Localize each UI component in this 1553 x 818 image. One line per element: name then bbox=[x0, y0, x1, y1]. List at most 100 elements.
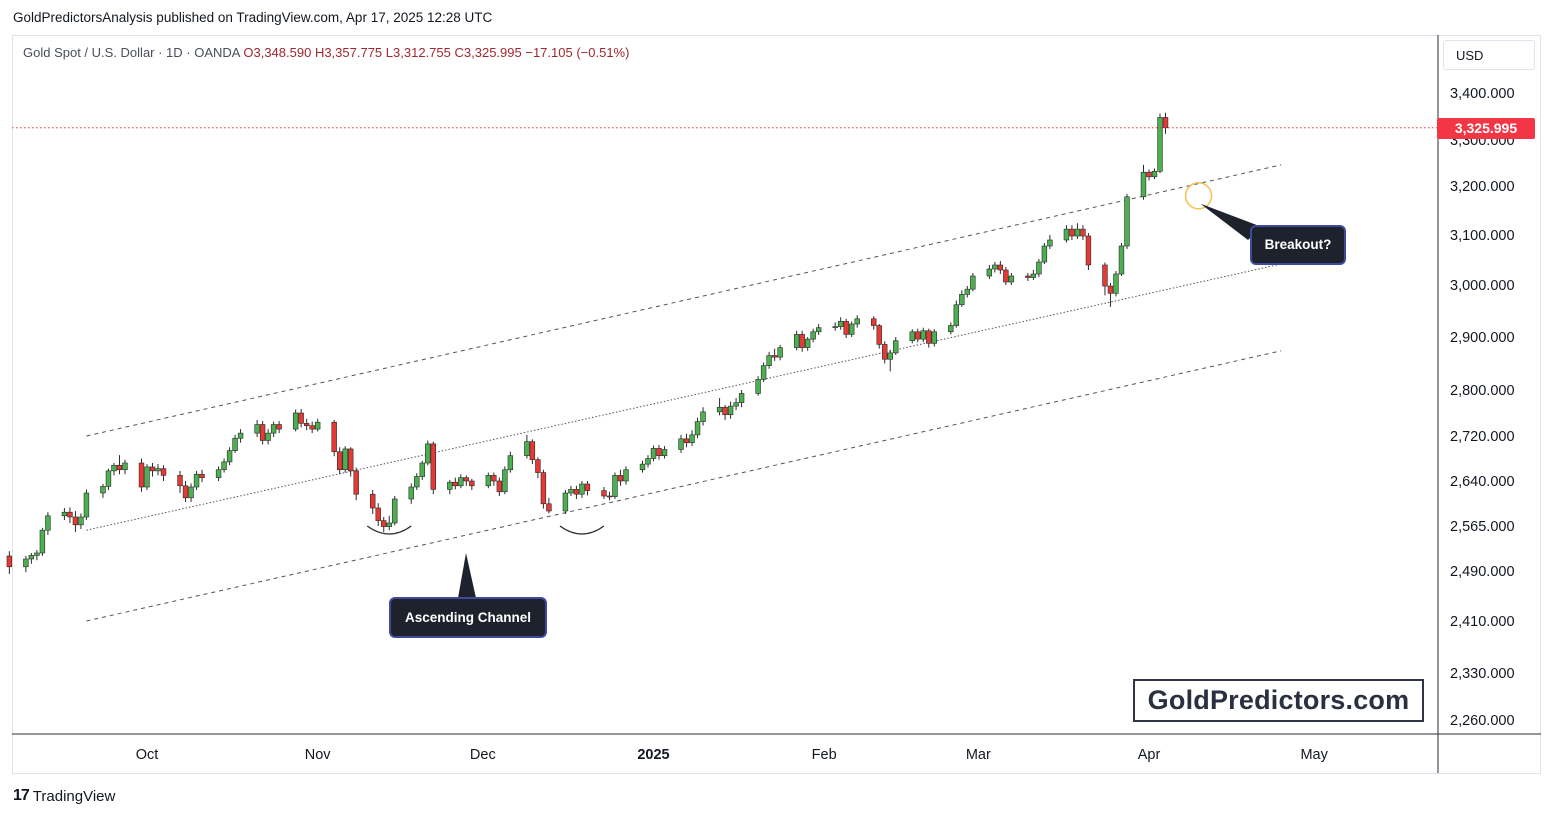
candle-body bbox=[138, 462, 145, 488]
candle-body bbox=[992, 264, 998, 270]
candle-body bbox=[656, 448, 662, 456]
candle-body bbox=[601, 490, 607, 497]
candle-body bbox=[1036, 261, 1042, 275]
candle-body bbox=[766, 355, 772, 366]
time-tick-label: Apr bbox=[1138, 747, 1161, 763]
candle-body bbox=[716, 406, 723, 413]
candle-body bbox=[265, 432, 271, 441]
candle-body bbox=[612, 475, 618, 497]
channel-middle-line bbox=[86, 263, 1282, 531]
ascending-channel bbox=[86, 164, 1282, 622]
tradingview-logo[interactable]: 17 TradingView bbox=[13, 787, 115, 805]
time-tick-label: Nov bbox=[305, 747, 332, 763]
time-tick-label: Mar bbox=[966, 747, 991, 763]
channel-callout-pointer bbox=[458, 553, 476, 598]
candle-body bbox=[105, 470, 112, 487]
candle-body bbox=[727, 405, 734, 416]
price-tick-label: 2,260.000 bbox=[1450, 713, 1515, 729]
candle-body bbox=[661, 449, 668, 456]
price-tick-label: 2,565.000 bbox=[1450, 519, 1515, 535]
candle-body bbox=[837, 321, 844, 327]
candle-body bbox=[160, 468, 167, 476]
breakout-callout-pointer bbox=[1200, 203, 1262, 240]
candle-body bbox=[61, 511, 68, 517]
ascending-channel-callout: Ascending Channel bbox=[389, 597, 547, 638]
price-tick-label: 3,100.000 bbox=[1450, 228, 1515, 244]
candle-body bbox=[408, 486, 414, 500]
candle-body bbox=[678, 438, 684, 450]
candle-body bbox=[237, 432, 244, 439]
candle-body bbox=[188, 486, 194, 499]
time-tick-label: Oct bbox=[136, 747, 159, 763]
candle-body bbox=[298, 412, 304, 424]
candle-body bbox=[997, 264, 1004, 271]
candle-body bbox=[34, 552, 40, 556]
candle-body bbox=[562, 492, 569, 512]
candle-body bbox=[270, 424, 277, 434]
candle-body bbox=[1118, 245, 1125, 275]
candle-body bbox=[67, 511, 73, 518]
candle-body bbox=[381, 520, 387, 527]
tradingview-logo-icon: 17 bbox=[13, 787, 30, 804]
candle-body bbox=[606, 495, 613, 498]
candle-body bbox=[959, 294, 965, 306]
candle-body bbox=[331, 421, 337, 453]
candle-body bbox=[276, 424, 282, 430]
candle-body bbox=[419, 462, 425, 477]
candle-body bbox=[215, 469, 222, 478]
symbol-name: Gold Spot / U.S. Dollar · 1D · OANDA bbox=[23, 45, 240, 60]
candle-body bbox=[458, 477, 464, 487]
price-tick-label: 2,490.000 bbox=[1450, 564, 1515, 580]
candle-body bbox=[1107, 285, 1114, 294]
candle-body bbox=[463, 477, 470, 482]
candle-body bbox=[23, 558, 29, 568]
time-axis[interactable]: Oct Nov Dec 2025 Feb Mar Apr May bbox=[136, 747, 1329, 763]
candle-body bbox=[83, 492, 90, 518]
candle-body bbox=[314, 421, 321, 430]
candle-body bbox=[292, 412, 299, 430]
candle-body bbox=[799, 334, 805, 348]
candle-body bbox=[502, 469, 508, 493]
candle-body bbox=[1102, 264, 1108, 287]
candle-body bbox=[584, 483, 591, 491]
price-tick-label: 2,640.000 bbox=[1450, 474, 1515, 490]
candle-body bbox=[392, 498, 398, 524]
candle-body bbox=[1113, 273, 1119, 294]
candle-body bbox=[546, 503, 552, 512]
candle-body bbox=[226, 450, 233, 463]
candle-body bbox=[1157, 117, 1163, 172]
candle-body bbox=[694, 421, 701, 436]
symbol-legend[interactable]: Gold Spot / U.S. Dollar · 1D · OANDA O3,… bbox=[23, 45, 629, 60]
candle-body bbox=[738, 393, 745, 403]
candle-body bbox=[28, 555, 35, 560]
change-value: −17.105 (−0.51%) bbox=[525, 45, 630, 60]
candle-body bbox=[232, 437, 238, 451]
candle-body bbox=[221, 461, 227, 471]
candle-body bbox=[111, 464, 117, 472]
candle-body bbox=[1080, 228, 1086, 237]
candle-body bbox=[964, 288, 971, 295]
publisher-line: GoldPredictorsAnalysis published on Trad… bbox=[13, 10, 493, 25]
candle-body bbox=[573, 489, 580, 495]
candle-body bbox=[639, 463, 646, 471]
candle-body bbox=[122, 462, 128, 471]
high-value: H3,357.775 bbox=[314, 45, 383, 60]
candles bbox=[6, 112, 1169, 575]
candle-body bbox=[425, 443, 431, 464]
price-axis[interactable]: 3,400.0003,300.0003,200.0003,100.0003,00… bbox=[1450, 86, 1515, 729]
candle-body bbox=[144, 466, 150, 488]
candle-body bbox=[931, 331, 937, 344]
candle-body bbox=[871, 318, 877, 326]
bottom-arc bbox=[559, 525, 605, 535]
price-tick-label: 3,000.000 bbox=[1450, 278, 1515, 294]
candle-body bbox=[507, 455, 514, 471]
candle-body bbox=[623, 469, 629, 482]
candle-body bbox=[810, 331, 816, 340]
candle-body bbox=[78, 516, 84, 526]
time-tick-label: Dec bbox=[470, 747, 496, 763]
candle-body bbox=[1047, 239, 1053, 247]
currency-selector[interactable]: USD bbox=[1443, 40, 1535, 70]
candle-body bbox=[386, 522, 392, 527]
candle-body bbox=[100, 486, 106, 494]
candle-body bbox=[414, 476, 420, 488]
